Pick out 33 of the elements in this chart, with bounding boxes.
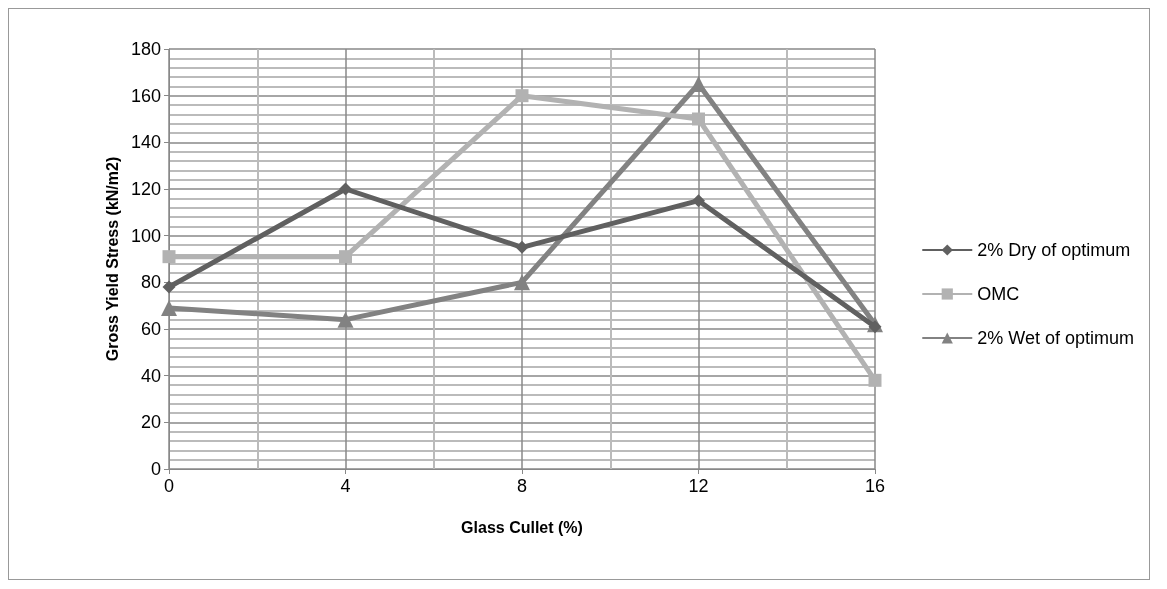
x-tick-label: 12 (688, 476, 709, 496)
x-tick-label: 4 (340, 476, 351, 496)
legend-label: 2% Dry of optimum (977, 240, 1131, 260)
y-tick-label: 100 (130, 225, 161, 246)
x-tick-label: 16 (864, 476, 886, 496)
y-tick-label: 80 (140, 272, 161, 293)
y-tick-label: 0 (150, 459, 161, 479)
y-tick-label: 180 (130, 39, 161, 59)
legend-label: OMC (977, 284, 1020, 304)
point (337, 311, 354, 328)
point (692, 112, 705, 126)
x-tick-label: 8 (516, 476, 528, 496)
point (692, 194, 705, 208)
y-tick-label: 140 (130, 132, 161, 153)
x-axis-title: Glass Cullet (%) (461, 518, 583, 536)
point (162, 280, 176, 294)
y-tick-label: 60 (140, 319, 161, 339)
y-axis-title: Gross Yield Stress (kN/m2) (103, 156, 121, 362)
y-tick-label: 20 (140, 412, 161, 433)
point (339, 250, 352, 264)
point (868, 320, 882, 334)
point (161, 300, 177, 316)
y-tick-label: 40 (140, 365, 161, 386)
point (162, 250, 176, 264)
x-tick-label: 0 (163, 476, 175, 496)
y-tick-label: 120 (130, 179, 161, 199)
point (515, 89, 529, 103)
point (514, 274, 530, 291)
point (515, 240, 529, 254)
point (868, 373, 882, 387)
point (339, 182, 352, 196)
y-tick-label: 160 (130, 85, 161, 106)
legend-label: 2% Wet of optimum (977, 328, 1135, 348)
